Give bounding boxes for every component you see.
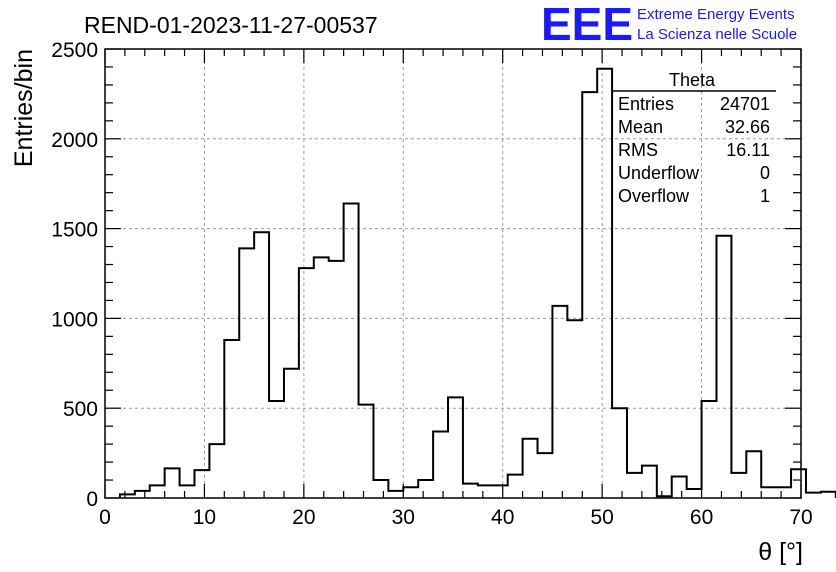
histogram-bin: [776, 487, 791, 498]
histogram-bin: [314, 257, 329, 498]
x-tick-label: 20: [292, 506, 315, 529]
y-tick-label: 2000: [51, 129, 98, 152]
histogram-bin: [299, 268, 314, 498]
axis-ticks: [104, 48, 802, 499]
stats-value: 0: [760, 163, 770, 183]
histogram-bin: [642, 466, 657, 498]
histogram-bin: [284, 369, 299, 498]
y-tick-label: 1500: [51, 219, 98, 242]
histogram-bin: [463, 484, 478, 498]
histogram-bin: [716, 236, 731, 498]
histogram-bin: [478, 485, 493, 498]
histogram-bin: [582, 92, 597, 498]
histogram-bin: [344, 203, 359, 498]
histogram-bin: [373, 480, 388, 498]
stats-label: Mean: [618, 117, 663, 137]
histogram-bin: [746, 451, 761, 498]
stats-label: Overflow: [618, 186, 690, 206]
histogram-bin: [209, 444, 224, 498]
histogram-bin: [180, 485, 195, 498]
x-tick-labels: 0 10 20 30 40 50 60 70: [99, 506, 813, 529]
stats-value: 16.11: [726, 140, 770, 160]
stats-value: 24701: [720, 94, 770, 114]
y-tick-labels: 0 500 1000 1500 2000 2500: [51, 39, 98, 511]
x-tick-label: 60: [690, 506, 713, 529]
histogram-bin: [791, 469, 806, 498]
histogram-bin: [493, 485, 508, 498]
stats-label: Entries: [618, 94, 674, 114]
x-tick-label: 0: [99, 506, 111, 529]
plot-frame: [104, 48, 802, 499]
histogram-bin: [418, 480, 433, 498]
stats-label: Underflow: [618, 163, 700, 183]
x-tick-label: 40: [491, 506, 514, 529]
y-tick-label: 500: [63, 398, 98, 421]
histogram-bin: [194, 470, 209, 498]
logo-mark: EEE: [541, 0, 633, 50]
histogram-bin: [523, 439, 538, 498]
x-tick-label: 70: [789, 506, 812, 529]
histogram-bin: [150, 485, 165, 498]
histogram-bin: [254, 232, 269, 498]
histogram-line: [118, 67, 836, 498]
histogram-bin: [702, 401, 717, 498]
chart-title: REND-01-2023-11-27-00537: [84, 12, 378, 38]
stats-box: Theta Entries 24701 Mean 32.66 RMS 16.11 Under…: [611, 70, 776, 206]
histogram-bin: [448, 397, 463, 498]
histogram-bin: [612, 408, 627, 498]
histogram-bin: [687, 489, 702, 498]
histogram-bin: [433, 432, 448, 498]
histogram-bin: [731, 473, 746, 498]
y-tick-label: 0: [86, 488, 98, 511]
histogram-bin: [224, 340, 239, 498]
x-axis-title: θ [°]: [758, 538, 803, 566]
x-tick-label: 10: [193, 506, 216, 529]
histogram-bin: [135, 491, 150, 498]
histogram-bin: [359, 405, 374, 498]
histogram-bin: [538, 453, 553, 498]
y-tick-label: 1000: [51, 308, 98, 331]
stats-value: 1: [760, 186, 770, 206]
y-tick-label: 2500: [51, 39, 98, 62]
histogram-bin: [269, 401, 284, 498]
x-tick-label: 30: [392, 506, 415, 529]
y-axis-title: Entries/bin: [10, 49, 38, 167]
histogram-bin: [567, 320, 582, 498]
histogram-bin: [165, 468, 180, 498]
histogram-bin: [403, 487, 418, 498]
x-tick-label: 50: [590, 506, 613, 529]
histogram-bin: [627, 473, 642, 498]
histogram-bin: [508, 475, 523, 498]
histogram-bin: [806, 493, 821, 498]
histogram-bin: [329, 261, 344, 498]
stats-label: RMS: [618, 140, 658, 160]
grid-lines: [105, 49, 801, 498]
histogram-bin: [239, 248, 254, 498]
stats-name: Theta: [669, 70, 716, 90]
histogram-bin: [761, 487, 776, 498]
histogram-bin: [821, 492, 836, 498]
logo-line-2: La Scienza nelle Scuole: [637, 26, 797, 43]
histogram-bin: [597, 69, 612, 498]
histogram-bin: [552, 306, 567, 498]
logo-line-1: Extreme Energy Events: [637, 6, 795, 23]
eee-logo: EEE Extreme Energy Events La Scienza nel…: [541, 0, 797, 50]
stats-value: 32.66: [725, 117, 770, 137]
histogram-bin: [672, 476, 687, 498]
histogram-bin: [388, 491, 403, 498]
